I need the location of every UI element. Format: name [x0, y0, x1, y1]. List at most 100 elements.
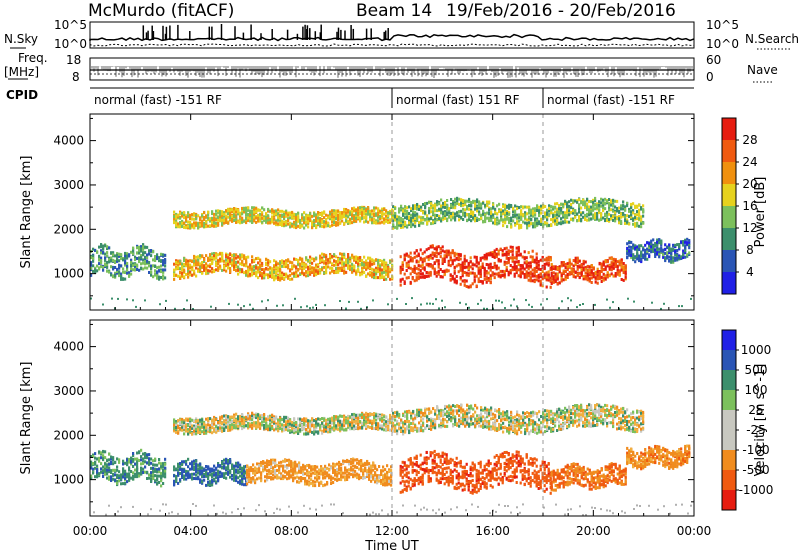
heatmap-cell — [406, 216, 408, 219]
heatmap-cell — [464, 284, 466, 287]
heatmap-cell — [426, 256, 428, 259]
heatmap-cell — [275, 277, 277, 280]
heatmap-cell — [379, 259, 381, 262]
heatmap-cell — [233, 268, 235, 271]
heatmap-cell — [379, 215, 381, 218]
heatmap-cell — [544, 266, 546, 269]
heatmap-cell — [454, 259, 456, 262]
heatmap-cell — [253, 269, 255, 272]
heatmap-cell — [102, 251, 104, 254]
heatmap-cell — [524, 257, 526, 260]
heatmap-cell — [283, 277, 285, 280]
heatmap-cell — [498, 203, 500, 206]
heatmap-cell — [486, 281, 488, 284]
heatmap-cell — [632, 253, 634, 256]
heatmap-cell — [534, 217, 536, 220]
heatmap-cell — [187, 225, 189, 228]
freq-label: Freq. — [18, 51, 48, 65]
heatmap-cell — [345, 264, 347, 267]
heatmap-cell — [249, 211, 251, 214]
heatmap-cell — [658, 241, 660, 244]
heatmap-cell — [500, 260, 502, 263]
heatmap-cell — [138, 246, 140, 249]
heatmap-cell — [466, 219, 468, 222]
heatmap-cell — [600, 212, 602, 215]
heatmap-cell — [588, 200, 590, 203]
heatmap-cell — [267, 268, 269, 271]
heatmap-cell — [347, 215, 349, 218]
heatmap-cell — [164, 276, 166, 279]
heatmap-cell — [387, 212, 389, 215]
heatmap-cell — [560, 212, 562, 215]
heatmap-cell — [416, 213, 418, 216]
heatmap-cell — [329, 215, 331, 218]
heatmap-cell — [100, 261, 102, 264]
heatmap-cell — [327, 265, 329, 268]
heatmap-cell — [638, 204, 640, 207]
heatmap-cell — [615, 262, 617, 265]
heatmap-cell — [209, 217, 211, 220]
heatmap-cell — [146, 253, 148, 256]
heatmap-cell — [414, 217, 416, 220]
heatmap-cell — [142, 245, 144, 248]
heatmap-cell — [596, 215, 598, 218]
heatmap-cell — [293, 264, 295, 267]
heatmap-cell — [329, 267, 331, 270]
heatmap-cell — [406, 262, 408, 265]
heatmap-cell — [389, 278, 391, 281]
heatmap-cell — [514, 275, 516, 278]
heatmap-cell — [96, 250, 98, 253]
heatmap-cell — [440, 211, 442, 214]
heatmap-cell — [187, 276, 189, 279]
heatmap-cell — [207, 259, 209, 262]
heatmap-cell — [640, 258, 642, 261]
heatmap-cell — [353, 269, 355, 272]
heatmap-cell — [526, 260, 528, 263]
heatmap-cell — [496, 204, 498, 207]
heatmap-cell — [486, 217, 488, 220]
heatmap-cell — [375, 221, 377, 224]
heatmap-cell — [404, 223, 406, 226]
heatmap-cell — [325, 266, 327, 269]
heatmap-cell — [173, 211, 175, 214]
heatmap-cell — [148, 261, 150, 264]
heatmap-cell — [259, 264, 261, 267]
heatmap-cell — [225, 258, 227, 261]
heatmap-cell — [444, 255, 446, 258]
heatmap-cell — [418, 216, 420, 219]
heatmap-cell — [377, 209, 379, 212]
heatmap-cell — [279, 265, 281, 268]
heatmap-cell — [108, 260, 110, 263]
freq-tick-bottom: 8 — [72, 70, 80, 84]
heatmap-cell — [92, 248, 94, 251]
heatmap-cell — [179, 262, 181, 265]
heatmap-cell — [285, 212, 287, 215]
heatmap-cell — [197, 214, 199, 217]
heatmap-cell — [482, 210, 484, 213]
heatmap-cell — [412, 219, 414, 222]
heatmap-cell — [126, 262, 128, 265]
heatmap-cell — [235, 253, 237, 256]
heatmap-cell — [191, 213, 193, 216]
heatmap-cell — [628, 241, 630, 244]
heatmap-cell — [560, 209, 562, 212]
heatmap-cell — [448, 269, 450, 272]
heatmap-cell — [315, 257, 317, 260]
heatmap-cell — [307, 217, 309, 220]
heatmap-cell — [658, 238, 660, 241]
heatmap-cell — [199, 254, 201, 257]
heatmap-cell — [245, 271, 247, 274]
heatmap-cell — [422, 252, 424, 255]
heatmap-cell — [347, 209, 349, 212]
heatmap-cell — [648, 255, 650, 258]
heatmap-cell — [389, 268, 391, 271]
heatmap-cell — [444, 212, 446, 215]
heatmap-cell — [140, 267, 142, 270]
heatmap-cell — [522, 266, 524, 269]
heatmap-cell — [540, 205, 542, 208]
heatmap-cell — [299, 264, 301, 267]
heatmap-cell — [387, 214, 389, 217]
heatmap-cell — [630, 254, 632, 257]
heatmap-cell — [520, 205, 522, 208]
heatmap-cell — [571, 271, 573, 274]
